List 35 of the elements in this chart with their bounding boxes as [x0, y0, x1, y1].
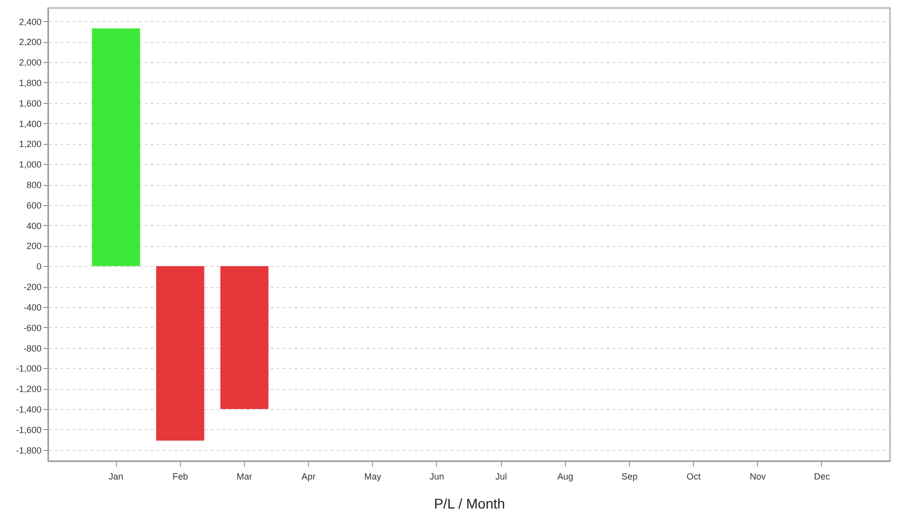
y-tick-label: 1,800: [18, 78, 42, 88]
y-tick-label: -800: [23, 343, 42, 354]
y-tick-label: -1,600: [16, 424, 42, 435]
y-tick-label: 2,200: [18, 37, 42, 48]
y-tick-label: -600: [23, 322, 42, 333]
y-tick-label: -1,800: [16, 445, 42, 456]
x-tick-label: Jul: [495, 472, 507, 482]
x-tick-label: Mar: [236, 472, 252, 482]
y-tick-label: -200: [23, 282, 42, 292]
x-tick-label: Dec: [814, 472, 830, 482]
y-tick-label: 2,000: [18, 58, 42, 68]
x-tick-label: Apr: [302, 472, 316, 482]
y-tick-label: -1,200: [16, 384, 42, 394]
y-tick-label: -1,000: [16, 364, 42, 374]
x-tick-label: May: [364, 472, 382, 482]
y-tick-label: 400: [26, 220, 42, 231]
x-tick-label: Oct: [686, 472, 702, 482]
x-tick-label: Jun: [430, 472, 444, 482]
y-tick-label: 800: [26, 180, 42, 190]
y-tick-label: -400: [23, 302, 42, 312]
x-axis-title: P/L / Month: [434, 496, 506, 512]
x-tick-label: Nov: [750, 472, 766, 482]
y-tick-label: -1,400: [16, 404, 42, 414]
x-tick-label: Jan: [108, 472, 124, 482]
y-tick-label: 1,200: [18, 139, 42, 150]
y-tick-label: 200: [26, 241, 42, 252]
y-tick-label: 1,400: [18, 118, 42, 129]
x-tick-label: Feb: [172, 472, 188, 482]
y-tick-label: 1,600: [18, 98, 42, 108]
x-tick-label: Sep: [621, 472, 638, 482]
y-tick-label: 0: [36, 262, 42, 272]
y-tick-label: 2,400: [18, 16, 42, 27]
x-tick-label: Aug: [557, 472, 574, 482]
y-tick-label: 600: [26, 200, 42, 210]
y-tick-label: 1,000: [18, 160, 42, 170]
